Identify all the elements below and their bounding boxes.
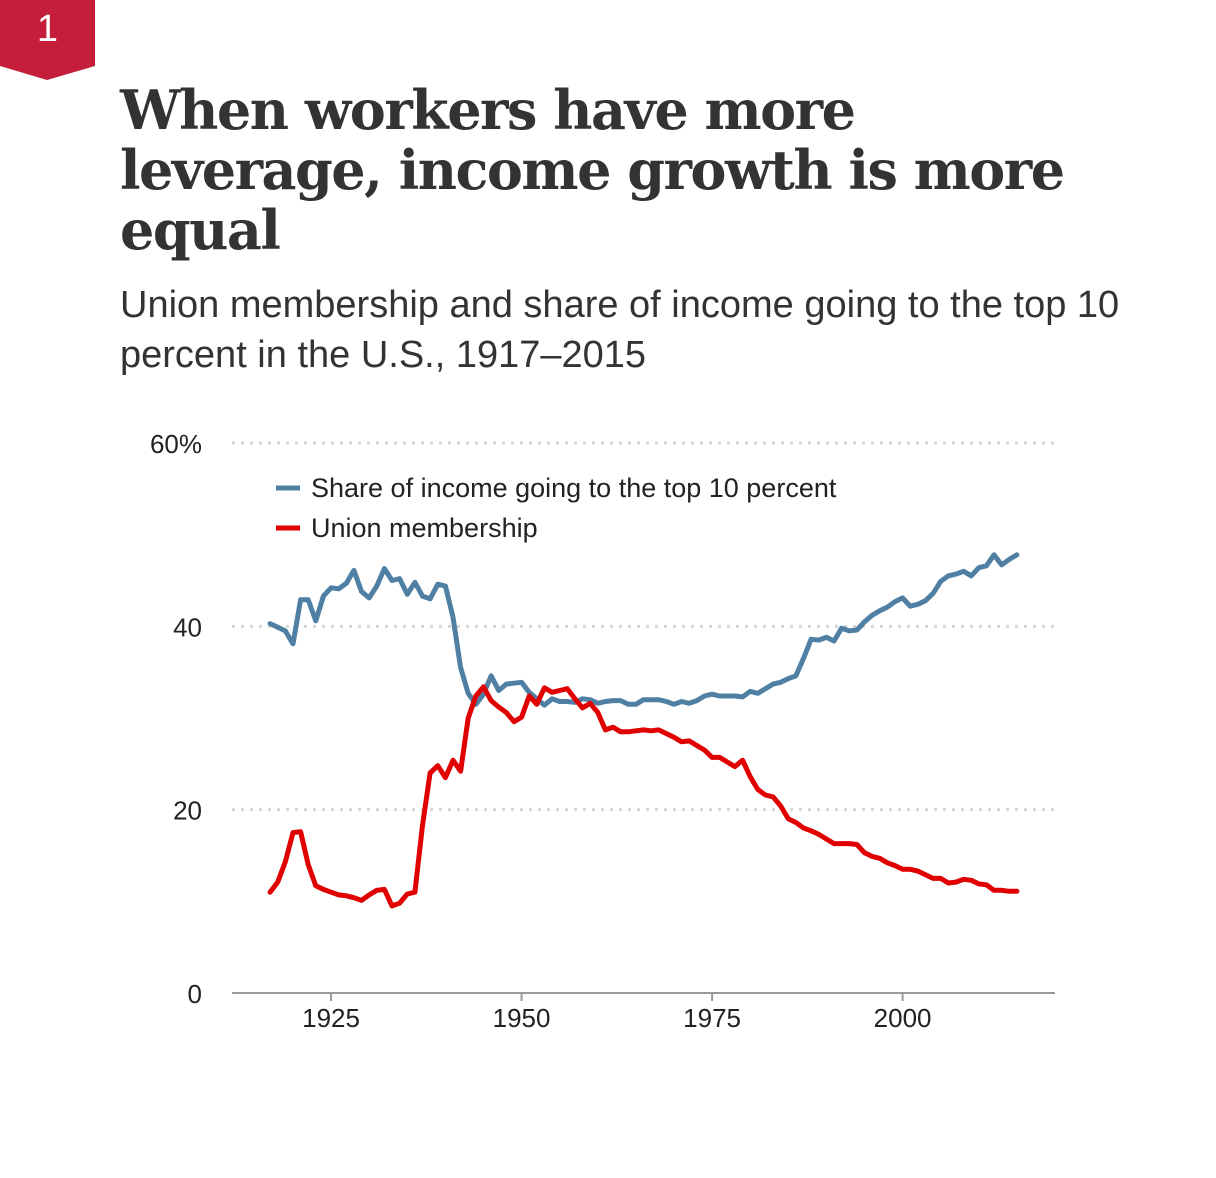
x-tick-label: 1950: [493, 1003, 551, 1033]
y-tick-label: 20: [173, 796, 202, 826]
x-axis: [232, 992, 1055, 1001]
series-line-top10: [267, 552, 1020, 708]
y-axis-tick-labels: 0 20 40 60%: [150, 429, 202, 1009]
chart-title: When workers have more leverage, income …: [120, 78, 1065, 262]
badge-number: 1: [36, 8, 59, 50]
legend: Share of income going to the top 10 perc…: [276, 473, 837, 543]
gridlines: [232, 441, 1055, 812]
series-lines: [267, 552, 1020, 909]
series-line-union: [267, 684, 1020, 909]
x-axis-tick-labels: 1925 1950 1975 2000: [302, 1003, 931, 1033]
x-tick-label: 1925: [302, 1003, 360, 1033]
badge-shape: [0, 0, 95, 80]
y-tick-label: 60%: [150, 429, 202, 459]
chart-subtitle: Union membership and share of income goi…: [120, 284, 1120, 376]
chart-number-badge: 1: [0, 0, 95, 80]
y-tick-label: 40: [173, 612, 202, 642]
x-tick-label: 2000: [874, 1003, 932, 1033]
legend-label-union: Union membership: [311, 513, 538, 543]
y-tick-label: 0: [188, 979, 202, 1009]
legend-label-top10: Share of income going to the top 10 perc…: [311, 473, 837, 503]
x-tick-label: 1975: [683, 1003, 741, 1033]
